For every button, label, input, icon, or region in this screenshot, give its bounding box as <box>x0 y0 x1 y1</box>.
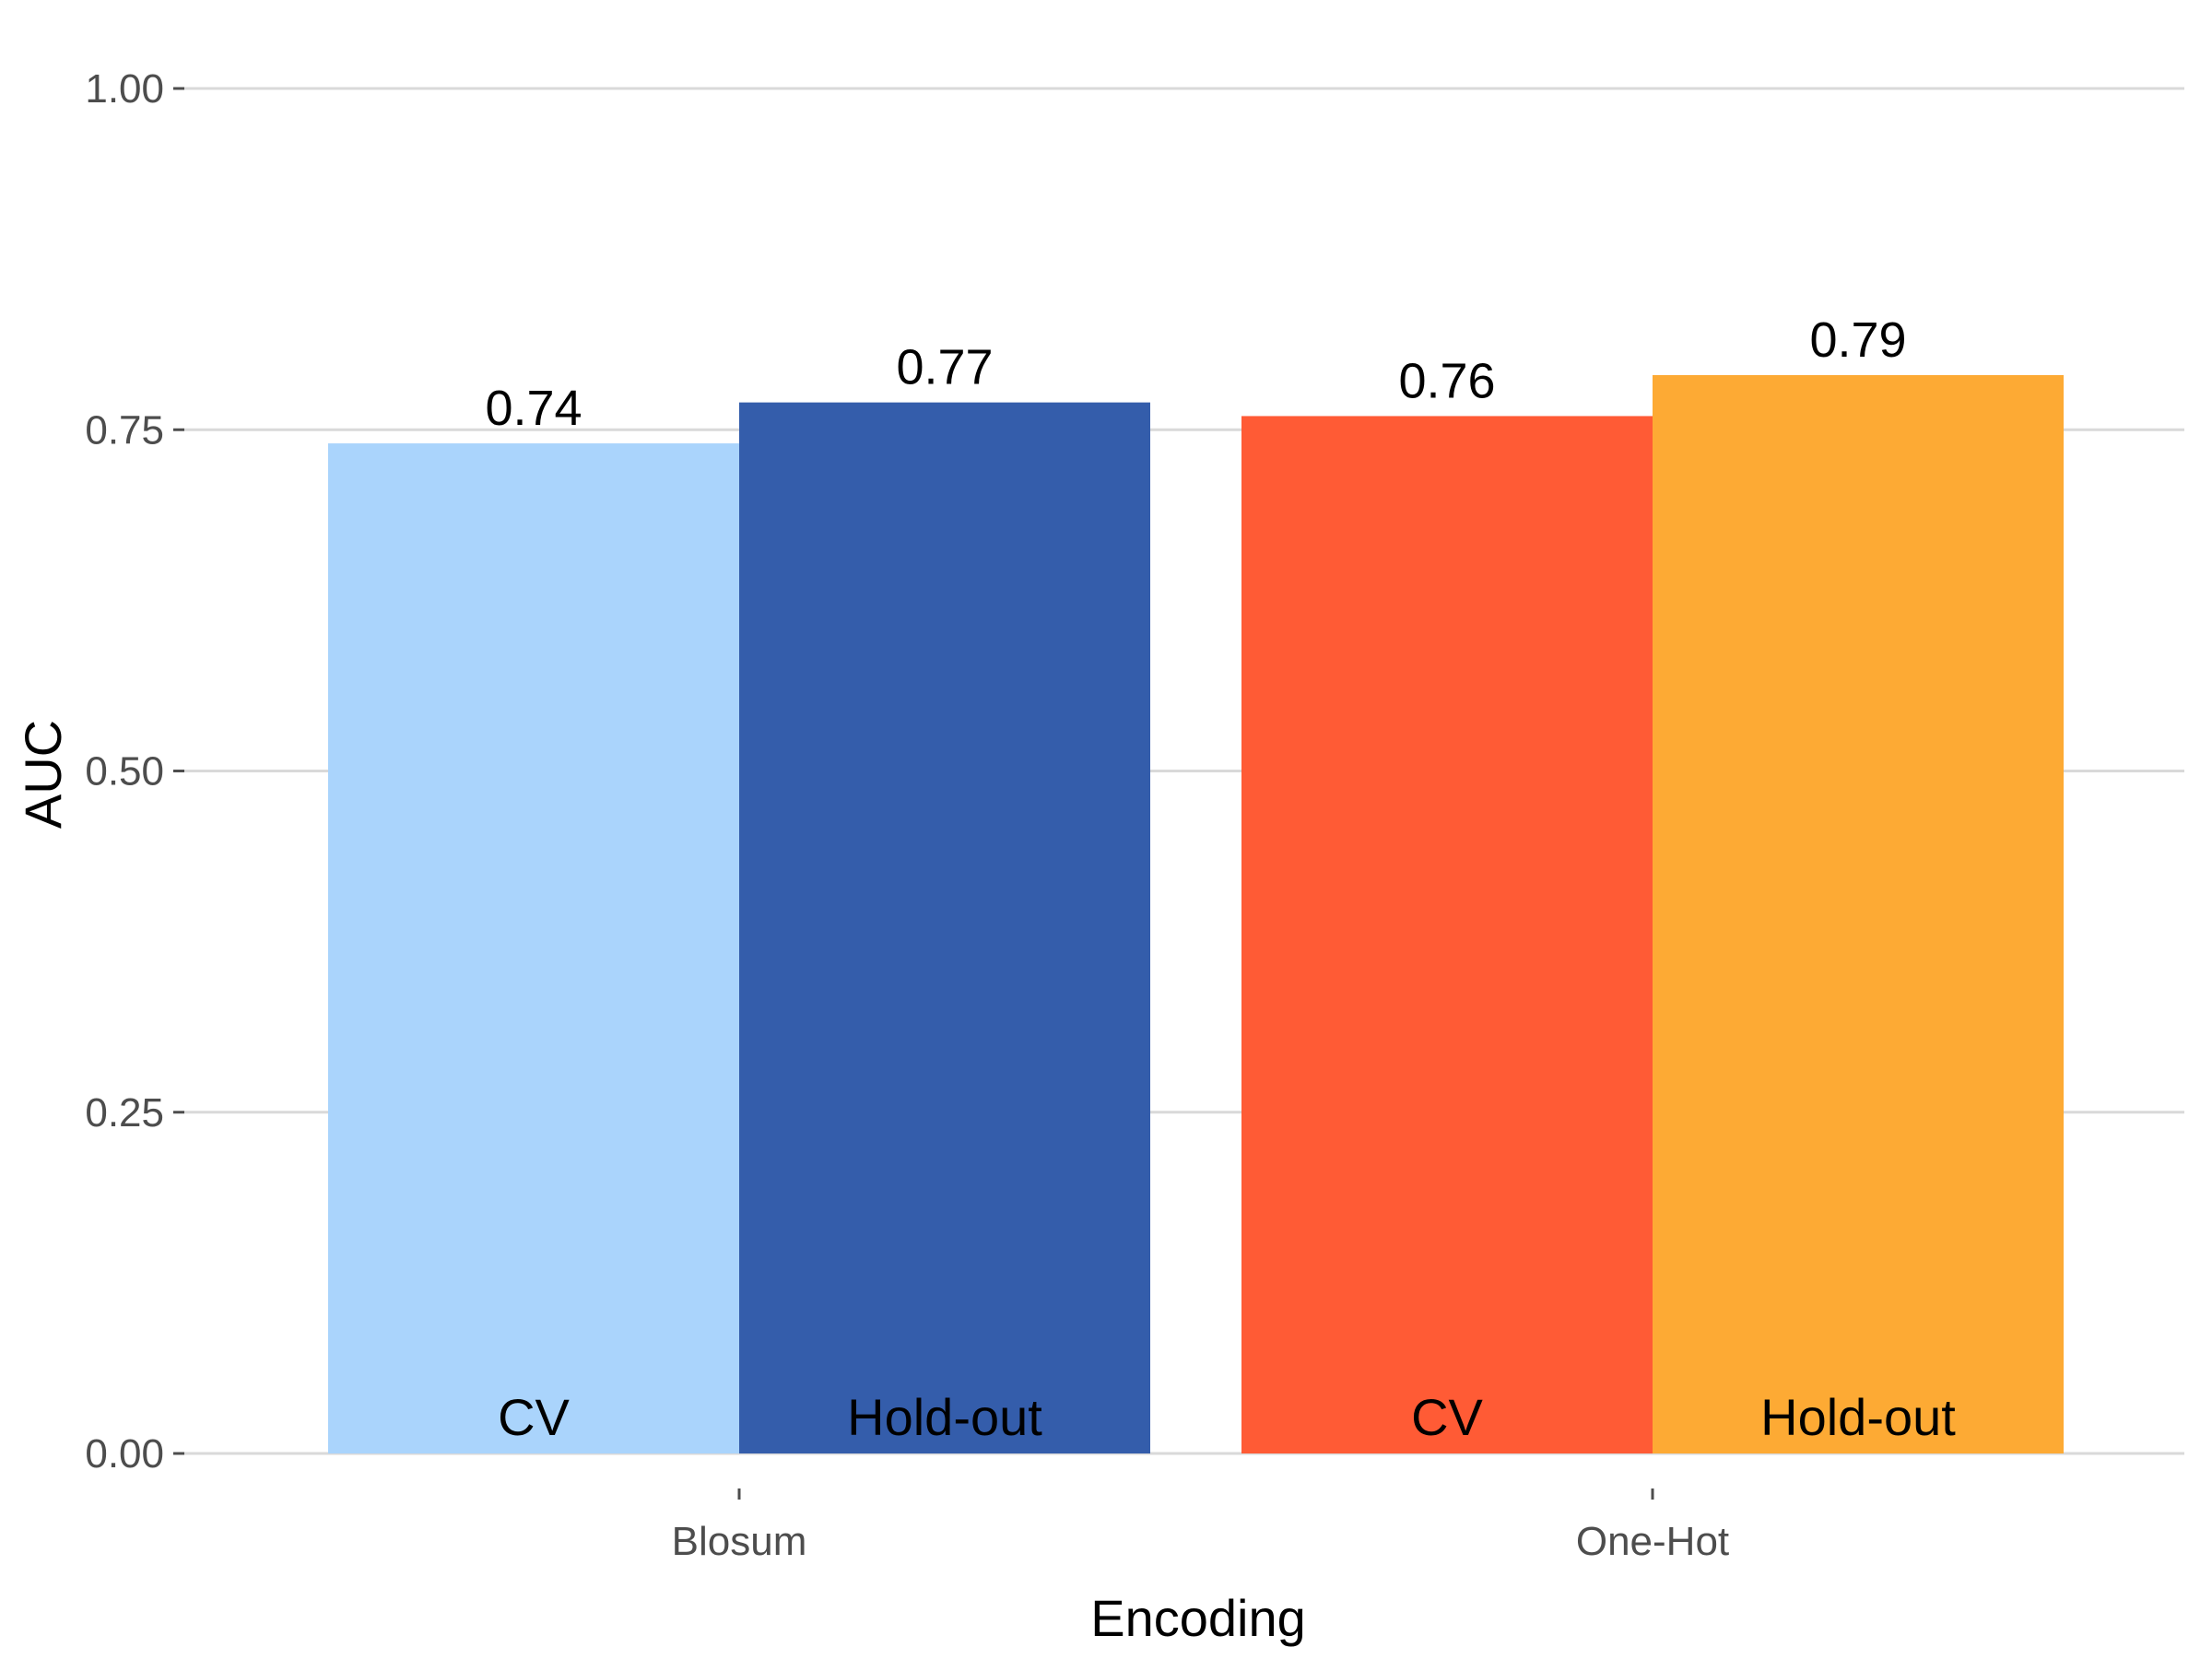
bar-series-label: CV <box>498 1388 570 1446</box>
bar-value-label: 0.77 <box>896 340 993 395</box>
y-axis-title: AUC <box>14 720 72 829</box>
bars: 0.74 CV 0.77 Hold-out 0.76 CV 0.79 Hold-out <box>328 312 2064 1454</box>
y-tick-label: 1.00 <box>85 66 164 112</box>
bar <box>328 443 739 1453</box>
bar-series-label: Hold-out <box>847 1388 1042 1446</box>
y-tick-label: 0.75 <box>85 407 164 453</box>
bar-value-label: 0.74 <box>485 381 582 436</box>
bar-series-label: Hold-out <box>1760 1388 1956 1446</box>
y-tick-label: 0.25 <box>85 1090 164 1135</box>
y-axis: 0.00 0.25 0.50 0.75 1.00 <box>85 66 184 1477</box>
bar <box>1653 375 2064 1453</box>
y-tick-label: 0.50 <box>85 749 164 794</box>
bar <box>739 402 1150 1453</box>
bar <box>1241 416 1653 1454</box>
x-axis: Blosum One-Hot <box>672 1488 1729 1564</box>
bar-value-label: 0.79 <box>1809 312 1906 368</box>
x-tick-label: One-Hot <box>1576 1519 1729 1564</box>
x-tick-label: Blosum <box>672 1519 807 1564</box>
x-axis-title: Encoding <box>1090 1589 1306 1647</box>
bar-value-label: 0.76 <box>1398 353 1495 408</box>
y-tick-label: 0.00 <box>85 1431 164 1477</box>
bar-series-label: CV <box>1411 1388 1483 1446</box>
